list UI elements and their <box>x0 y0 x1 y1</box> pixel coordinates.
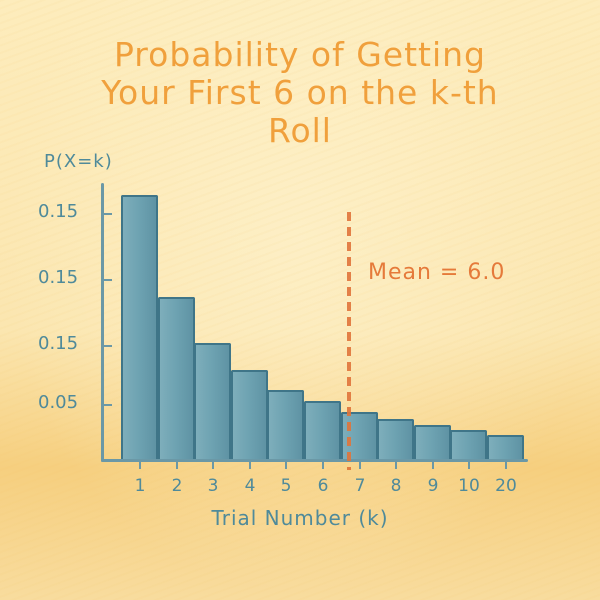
y-tick <box>103 279 112 281</box>
x-tick-label: 4 <box>244 476 256 496</box>
mean-label: Mean = 6.0 <box>368 260 506 285</box>
bar-k-8 <box>377 419 414 460</box>
x-tick-label: 7 <box>354 476 366 496</box>
x-tick <box>322 462 324 469</box>
x-tick-label: 3 <box>207 476 219 496</box>
mean-line <box>347 212 351 470</box>
chart-title: Probability of Getting Your First 6 on t… <box>0 36 600 150</box>
y-tick-label: 0.15 <box>38 267 79 288</box>
y-tick-label: 0.05 <box>38 392 79 413</box>
x-tick <box>468 462 470 469</box>
title-line-1: Probability of Getting <box>113 35 486 74</box>
x-tick <box>505 462 507 469</box>
x-tick-label: 20 <box>495 476 517 496</box>
bar-k-5 <box>267 390 304 460</box>
y-tick-label: 0.15 <box>38 201 79 222</box>
bar-k-9 <box>414 425 451 460</box>
y-tick <box>103 404 112 406</box>
y-tick-label: 0.15 <box>38 333 79 354</box>
title-line-3: Roll <box>268 111 332 150</box>
x-tick <box>359 462 361 469</box>
y-axis-label: P(X=k) <box>44 151 113 172</box>
title-line-2: Your First 6 on the k-th <box>101 73 499 112</box>
x-tick <box>285 462 287 469</box>
x-axis <box>101 459 528 462</box>
x-tick-label: 5 <box>280 476 292 496</box>
bar-k-4 <box>231 370 268 460</box>
x-tick-label: 2 <box>171 476 183 496</box>
bar-k-10 <box>450 430 487 460</box>
y-tick <box>103 345 112 347</box>
bar-k-2 <box>158 297 195 460</box>
x-tick <box>249 462 251 469</box>
x-tick-label: 9 <box>427 476 439 496</box>
y-axis <box>101 183 104 462</box>
y-tick <box>103 213 112 215</box>
x-tick-label: 6 <box>317 476 329 496</box>
x-tick <box>176 462 178 469</box>
bar-k-1 <box>121 195 158 460</box>
x-tick-label: 1 <box>134 476 146 496</box>
x-tick <box>432 462 434 469</box>
x-tick <box>139 462 141 469</box>
bar-k-20 <box>487 435 524 460</box>
x-tick <box>395 462 397 469</box>
x-axis-label: Trial Number (k) <box>211 506 389 530</box>
x-tick-label: 10 <box>458 476 480 496</box>
x-tick <box>212 462 214 469</box>
bar-k-6 <box>304 401 341 460</box>
bar-k-3 <box>194 343 231 460</box>
x-tick-label: 8 <box>390 476 402 496</box>
